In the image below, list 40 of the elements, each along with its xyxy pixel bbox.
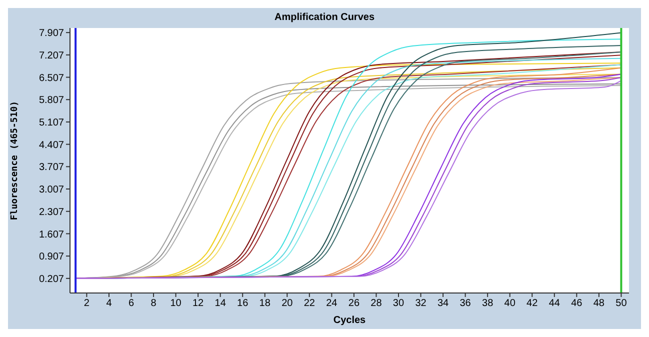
x-tick-label: 4 xyxy=(106,298,112,310)
x-tick-label: 32 xyxy=(415,298,427,310)
y-tick-label: 3.707 xyxy=(38,162,64,174)
x-tick-label: 38 xyxy=(482,298,494,310)
chart-title: Amplification Curves xyxy=(273,11,376,25)
x-tick-label: 34 xyxy=(437,298,450,310)
x-tick-label: 48 xyxy=(593,298,605,310)
x-axis-title: Cycles xyxy=(333,315,366,326)
x-tick-label: 22 xyxy=(304,298,316,310)
x-tick-label: 16 xyxy=(237,298,249,310)
x-tick-label: 6 xyxy=(128,298,134,310)
x-tick-label: 24 xyxy=(326,298,338,310)
x-tick-label: 8 xyxy=(150,298,157,310)
x-tick-label: 2 xyxy=(84,298,90,310)
y-tick-label: 3.007 xyxy=(38,184,64,196)
x-tick-label: 26 xyxy=(348,298,360,310)
y-axis-title: Fluorescence (465-510) xyxy=(10,100,20,220)
x-tick-label: 50 xyxy=(616,298,628,310)
x-tick-label: 28 xyxy=(370,298,382,310)
y-tick-label: 7.907 xyxy=(38,28,64,40)
x-tick-label: 20 xyxy=(282,298,294,310)
x-tick-label: 36 xyxy=(460,298,472,310)
y-tick-label: 1.607 xyxy=(38,229,64,240)
x-tick-label: 42 xyxy=(526,298,538,310)
x-tick-label: 10 xyxy=(170,298,182,310)
x-tick-label: 44 xyxy=(548,298,560,310)
y-tick-label: 5.807 xyxy=(38,95,64,106)
x-tick-label: 46 xyxy=(571,298,583,310)
y-tick-label: 5.107 xyxy=(38,118,64,129)
y-tick-label: 0.207 xyxy=(38,274,64,285)
y-tick-label: 0.907 xyxy=(38,252,64,263)
y-tick-label: 2.307 xyxy=(38,206,64,218)
x-tick-label: 12 xyxy=(192,298,204,310)
x-tick-label: 40 xyxy=(504,298,516,310)
x-tick-label: 30 xyxy=(392,298,404,310)
x-tick-label: 14 xyxy=(214,298,226,310)
y-tick-label: 7.207 xyxy=(38,50,64,62)
y-tick-label: 6.507 xyxy=(38,72,64,84)
y-tick-label: 4.407 xyxy=(38,140,64,151)
x-tick-label: 18 xyxy=(259,298,271,310)
